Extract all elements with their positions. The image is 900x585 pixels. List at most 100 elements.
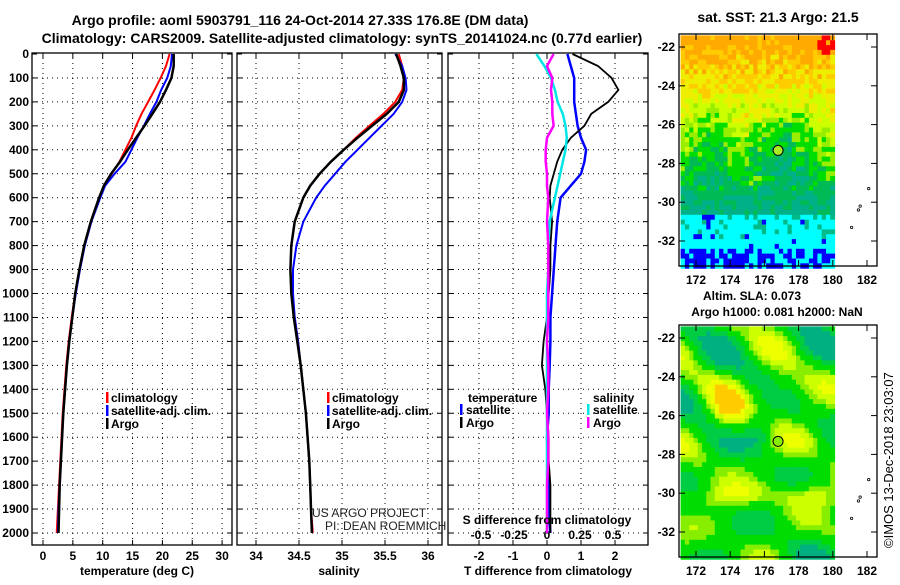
map-cell — [804, 510, 810, 517]
map-cell — [749, 224, 754, 230]
map-cell — [783, 544, 789, 550]
map-cell — [740, 404, 746, 410]
map-cell — [821, 176, 827, 182]
map-cell — [826, 180, 831, 187]
map-cell — [800, 350, 806, 356]
map-cell — [774, 54, 780, 61]
map-cell — [697, 534, 703, 541]
map-cell — [723, 229, 729, 235]
map-cell — [680, 45, 686, 51]
map-cell — [731, 190, 737, 196]
map-cell — [796, 437, 801, 444]
map-cell — [680, 243, 686, 250]
map-cell — [821, 54, 827, 61]
map-cell — [723, 98, 729, 104]
map-cell — [689, 132, 695, 138]
map-cell — [830, 467, 836, 473]
map-cell — [740, 253, 746, 259]
map-cell — [714, 88, 720, 95]
map-cell — [796, 40, 801, 46]
depth-tick-label: 1800 — [2, 478, 29, 492]
map-cell — [830, 117, 836, 124]
map-cell — [697, 224, 703, 230]
map-cell — [787, 156, 793, 162]
map-cell — [800, 161, 806, 167]
map-cell — [804, 83, 810, 90]
map-cell — [787, 54, 793, 61]
map-cell — [710, 365, 716, 371]
map-cell — [680, 326, 686, 332]
map-cell — [740, 137, 746, 143]
map-cell — [757, 394, 763, 400]
map-cell — [710, 433, 716, 439]
map-cell — [770, 253, 776, 259]
map-cell — [774, 520, 780, 526]
map-cell — [749, 108, 754, 114]
map-cell — [689, 331, 695, 337]
map-cell — [693, 457, 699, 463]
map-cell — [719, 515, 724, 521]
map-cell — [770, 132, 776, 138]
map-cell — [689, 239, 695, 245]
map-cell — [714, 59, 720, 65]
map-cell — [774, 491, 780, 497]
map-cell — [813, 146, 818, 153]
map-cell — [796, 370, 801, 376]
legend-marker-temperature — [460, 404, 463, 415]
map-cell — [804, 544, 810, 550]
map-cell — [719, 83, 724, 90]
map-cell — [723, 122, 729, 129]
map-cell — [749, 176, 754, 182]
map-cell — [719, 423, 724, 429]
map-cell — [817, 510, 823, 517]
map-cell — [702, 365, 707, 371]
map-cell — [796, 205, 801, 211]
map-cell — [808, 171, 814, 177]
map-cell — [783, 74, 789, 80]
map-cell — [774, 190, 780, 196]
map-cell — [689, 214, 695, 221]
map-cell — [761, 418, 767, 424]
map-cell — [693, 59, 699, 65]
map-cell — [710, 394, 716, 400]
map-cell — [808, 360, 814, 366]
map-cell — [684, 69, 690, 75]
map-cell — [830, 481, 836, 487]
map-cell — [689, 520, 695, 526]
map-cell — [800, 452, 806, 458]
map-cell — [826, 399, 831, 405]
map-cell — [813, 336, 818, 342]
map-cell — [680, 501, 686, 507]
map-cell — [697, 239, 703, 245]
map-cell — [727, 360, 733, 366]
map-cell — [749, 442, 754, 449]
map-cell — [821, 350, 827, 356]
map-cell — [714, 210, 720, 216]
map-cell — [710, 486, 716, 492]
map-cell — [796, 137, 801, 143]
map-cell — [826, 205, 831, 211]
map-cell — [719, 137, 724, 143]
map-cell — [800, 331, 806, 337]
map-cell — [757, 389, 763, 395]
map-cell — [727, 452, 733, 458]
map-cell — [774, 510, 780, 517]
map-cell — [706, 505, 712, 512]
map-cell — [791, 83, 797, 90]
map-cell — [684, 457, 690, 463]
map-cell — [697, 457, 703, 463]
map-cell — [710, 180, 716, 187]
map-cell — [791, 185, 797, 192]
map-cell — [684, 384, 690, 390]
map-cell — [770, 248, 776, 255]
map-cell — [740, 462, 746, 468]
map-cell — [817, 491, 823, 497]
map-cell — [783, 113, 789, 119]
map-cell — [761, 447, 767, 453]
map-cell — [736, 549, 742, 555]
map-cell — [710, 88, 716, 95]
map-cell — [744, 103, 750, 109]
map-cell — [706, 433, 712, 439]
map-cell — [817, 471, 823, 478]
map-cell — [680, 88, 686, 95]
